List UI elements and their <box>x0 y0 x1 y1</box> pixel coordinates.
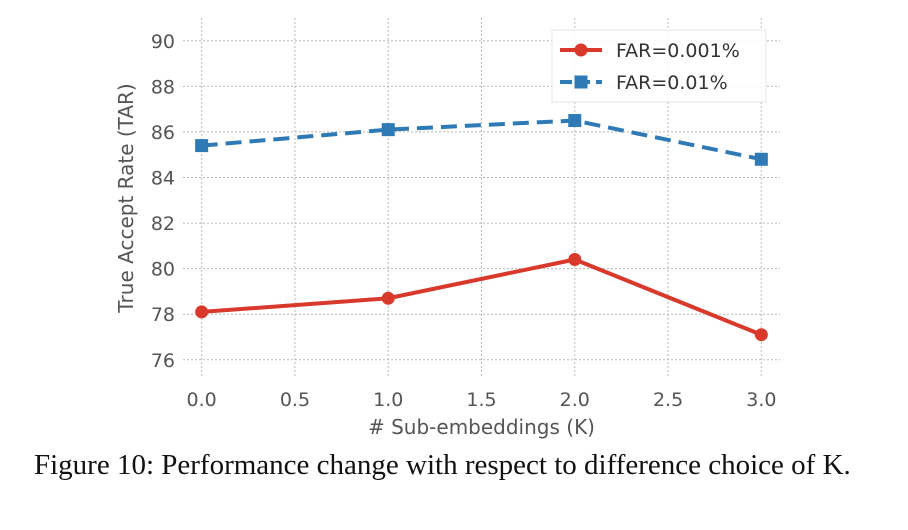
x-tick-label: 2.0 <box>560 389 590 411</box>
figure-caption: Figure 10: Performance change with respe… <box>34 449 851 481</box>
data-point <box>195 305 209 319</box>
legend: FAR=0.001% FAR=0.01% <box>551 29 767 103</box>
y-tick-label: 76 <box>151 350 175 372</box>
data-point <box>754 328 768 342</box>
y-tick-label: 90 <box>151 31 175 53</box>
legend-marker <box>574 43 588 57</box>
x-tick-label: 3.0 <box>746 389 776 411</box>
legend-label: FAR=0.001% <box>616 40 740 62</box>
y-tick-label: 86 <box>151 122 175 144</box>
x-tick-label: 1.0 <box>373 389 403 411</box>
legend-box <box>551 29 767 103</box>
series <box>195 114 768 342</box>
series-line-2 <box>201 118 762 162</box>
data-point <box>568 114 582 128</box>
legend-marker <box>574 75 588 89</box>
y-tick-label: 84 <box>151 167 175 189</box>
series-line-1 <box>201 257 763 337</box>
y-tick-label: 88 <box>151 76 175 98</box>
data-point <box>381 291 395 305</box>
data-point <box>568 253 582 267</box>
line-chart: 0.0 0.5 1.0 1.5 2.0 2.5 3.0 76 78 80 82 84 86 88 90 FA… <box>114 18 780 439</box>
x-tick-label: 2.5 <box>653 389 683 411</box>
y-tick-label: 82 <box>151 213 175 235</box>
data-point <box>381 123 395 137</box>
x-tick-label: 1.5 <box>466 389 496 411</box>
legend-label: FAR=0.01% <box>616 72 728 94</box>
x-axis-title: # Sub-embeddings (K) <box>368 415 595 439</box>
x-tick-label: 0.5 <box>280 389 310 411</box>
y-tick-label: 80 <box>151 259 175 281</box>
y-tick-label: 78 <box>151 304 175 326</box>
x-tick-label: 0.0 <box>187 389 217 411</box>
data-point <box>195 139 209 153</box>
data-point <box>754 152 768 166</box>
axes: 0.0 0.5 1.0 1.5 2.0 2.5 3.0 76 78 80 82 84 86 88 90 <box>151 31 777 411</box>
y-axis-title: True Accept Rate (TAR) <box>114 83 138 313</box>
